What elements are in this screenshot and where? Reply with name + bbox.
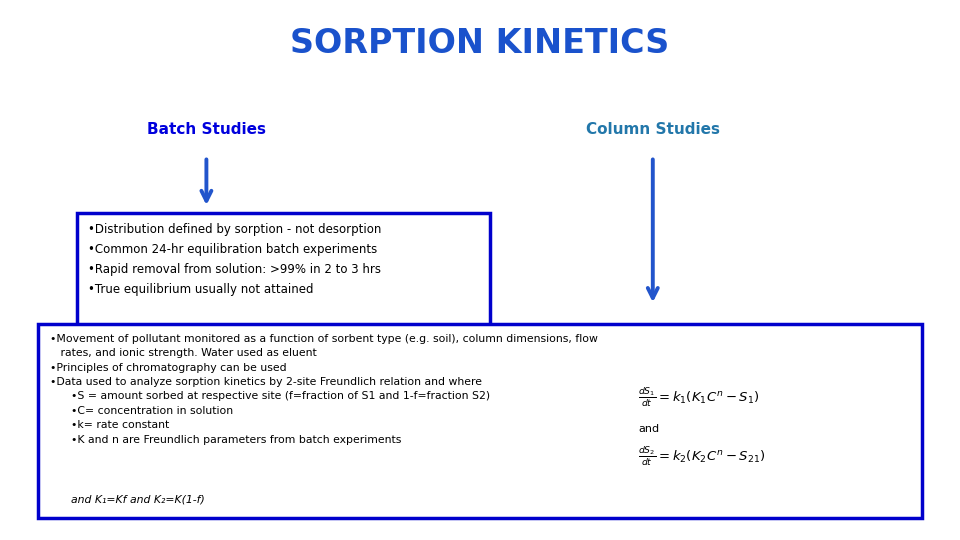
Text: $\frac{dS_2}{dt} = k_2(K_2C^n - S_{21})$: $\frac{dS_2}{dt} = k_2(K_2C^n - S_{21})$ — [638, 444, 766, 468]
Text: and: and — [638, 424, 660, 434]
Bar — [77, 213, 490, 362]
Text: $\frac{dS_1}{dt} = k_1(K_1C^n - S_1)$: $\frac{dS_1}{dt} = k_1(K_1C^n - S_1)$ — [638, 385, 759, 409]
Text: and K₁=Kf and K₂=K(1-f): and K₁=Kf and K₂=K(1-f) — [50, 495, 204, 505]
Text: SORPTION KINETICS: SORPTION KINETICS — [290, 26, 670, 60]
Text: Column Studies: Column Studies — [586, 122, 720, 137]
Text: •Movement of pollutant monitored as a function of sorbent type (e.g. soil), colu: •Movement of pollutant monitored as a fu… — [50, 334, 598, 444]
Text: Batch Studies: Batch Studies — [147, 122, 266, 137]
Bar — [38, 324, 922, 518]
Text: •Distribution defined by sorption - not desorption
•Common 24-hr equilibration b: •Distribution defined by sorption - not … — [88, 223, 382, 296]
